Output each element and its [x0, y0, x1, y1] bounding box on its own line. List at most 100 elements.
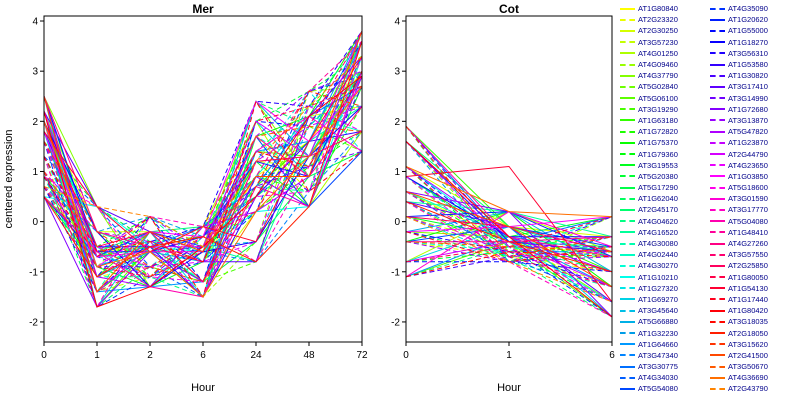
legend-line-sample: [620, 253, 635, 256]
legend-label: AT3G14990: [728, 93, 768, 103]
legend-entry: AT5G06100: [620, 93, 710, 104]
mer-plot-svg: 0 1 2 6 24 48 72 -2 -1 0 1 2 3 4: [29, 15, 368, 361]
series-line-AT1G48410: [406, 191, 612, 273]
legend-label: AT3G47340: [638, 350, 678, 360]
series-line-AT4G36690: [44, 85, 362, 298]
legend-line-sample: [620, 332, 635, 335]
legend-line-sample: [620, 41, 635, 44]
legend-label: AT3G17410: [728, 82, 768, 92]
series-line-AT4G36690: [406, 166, 612, 218]
series-line-AT3G18035: [44, 70, 362, 263]
series-line-AT1G63180: [406, 125, 612, 273]
legend-entry: AT2G45170: [620, 204, 710, 215]
legend-entry: AT5G18600: [710, 182, 800, 193]
legend-entry: AT2G23320: [620, 14, 710, 25]
legend-entry: AT1G32230: [620, 327, 710, 338]
series-line-AT2G43790: [406, 216, 612, 303]
legend-label: AT1G63180: [638, 115, 678, 125]
legend-label: AT3G13870: [728, 115, 768, 125]
legend-label: AT1G72820: [638, 127, 678, 137]
legend-label: AT1G53580: [728, 60, 768, 70]
legend-entry: AT4G04620: [620, 216, 710, 227]
series-line-AT1G54130: [406, 165, 612, 303]
legend-entry: AT1G30820: [710, 70, 800, 81]
legend-label: AT4G16520: [638, 227, 678, 237]
legend-line-sample: [620, 85, 635, 88]
legend: AT1G80840 AT2G23320 AT2G30250 AT3G57230 AT4G…: [620, 0, 800, 400]
legend-line-sample: [620, 7, 635, 10]
legend-label: AT5G47820: [728, 127, 768, 137]
x-tick-label: 0: [41, 350, 47, 361]
legend-label: AT2G23320: [638, 15, 678, 25]
legend-entry: AT2G25850: [710, 260, 800, 271]
legend-label: AT3G45640: [638, 306, 678, 316]
legend-label: AT4G23650: [728, 160, 768, 170]
legend-entry: AT4G30270: [620, 260, 710, 271]
x-tick-label: 0: [403, 350, 409, 361]
legend-line-sample: [620, 175, 635, 178]
legend-entry: AT4G16520: [620, 227, 710, 238]
y-tick-label: -2: [29, 317, 38, 328]
legend-line-sample: [710, 74, 725, 77]
legend-entry: AT3G50670: [710, 361, 800, 372]
legend-label: AT1G79360: [638, 149, 678, 159]
legend-entry: AT1G55000: [710, 25, 800, 36]
legend-label: AT5G20380: [638, 171, 678, 181]
legend-label: AT1G80420: [728, 306, 768, 316]
legend-label: AT3G57230: [638, 37, 678, 47]
series-line-AT2G18050: [406, 201, 612, 273]
legend-entry: AT1G80420: [710, 305, 800, 316]
legend-line-sample: [710, 153, 725, 156]
legend-line-sample: [620, 208, 635, 211]
legend-line-sample: [620, 298, 635, 301]
legend-entry: AT3G56310: [710, 48, 800, 59]
legend-label: AT3G50670: [728, 362, 768, 372]
y-tick-label: 1: [32, 167, 38, 178]
series-line-AT2G41500: [44, 30, 362, 293]
legend-entry: AT5G02840: [620, 81, 710, 92]
legend-line-sample: [620, 108, 635, 111]
legend-label: AT3G19290: [638, 104, 678, 114]
legend-entry: AT5G66880: [620, 316, 710, 327]
legend-line-sample: [620, 97, 635, 100]
series-line-AT2G43790: [44, 55, 362, 248]
series-line-AT2G18050: [44, 40, 362, 278]
x-axis-label-mer: Hour: [191, 382, 215, 394]
legend-entry: AT3G17770: [710, 204, 800, 215]
legend-entry: AT3G17410: [710, 81, 800, 92]
legend-label: AT5G18600: [728, 183, 768, 193]
legend-entry: AT3G47340: [620, 350, 710, 361]
legend-label: AT4G01250: [638, 48, 678, 58]
legend-line-sample: [710, 97, 725, 100]
legend-entry: AT3G45640: [620, 305, 710, 316]
legend-entry: AT3G57230: [620, 37, 710, 48]
legend-label: AT1G80050: [728, 272, 768, 282]
y-axis-label: centered expression: [3, 129, 15, 229]
legend-label: AT4G30080: [638, 239, 678, 249]
y-tick-label: 0: [394, 217, 400, 228]
legend-entry: AT2G41500: [710, 350, 800, 361]
legend-label: AT1G03850: [728, 171, 768, 181]
y-tick-label: -2: [391, 317, 400, 328]
legend-label: AT4G35090: [728, 4, 768, 14]
legend-label: AT3G56310: [728, 48, 768, 58]
legend-line-sample: [620, 119, 635, 122]
legend-label: AT4G36690: [728, 373, 768, 383]
legend-line-sample: [620, 376, 635, 379]
legend-entry: AT3G57550: [710, 249, 800, 260]
legend-entry: AT2G44790: [710, 148, 800, 159]
y-tick-label: 0: [32, 217, 38, 228]
legend-line-sample: [710, 276, 725, 279]
legend-line-sample: [620, 141, 635, 144]
legend-label: AT3G57550: [728, 250, 768, 260]
legend-label: AT1G23870: [728, 138, 768, 148]
legend-entry: AT3G01590: [710, 193, 800, 204]
cot-plot-svg: 0 1 6 -2 -1 0 1 2 3 4: [391, 15, 615, 361]
legend-label: AT4G09460: [638, 60, 678, 70]
legend-line-sample: [710, 41, 725, 44]
legend-line-sample: [620, 365, 635, 368]
legend-line-sample: [620, 242, 635, 245]
legend-entry: AT4G01250: [620, 48, 710, 59]
legend-entry: AT4G37790: [620, 70, 710, 81]
legend-line-sample: [710, 18, 725, 21]
